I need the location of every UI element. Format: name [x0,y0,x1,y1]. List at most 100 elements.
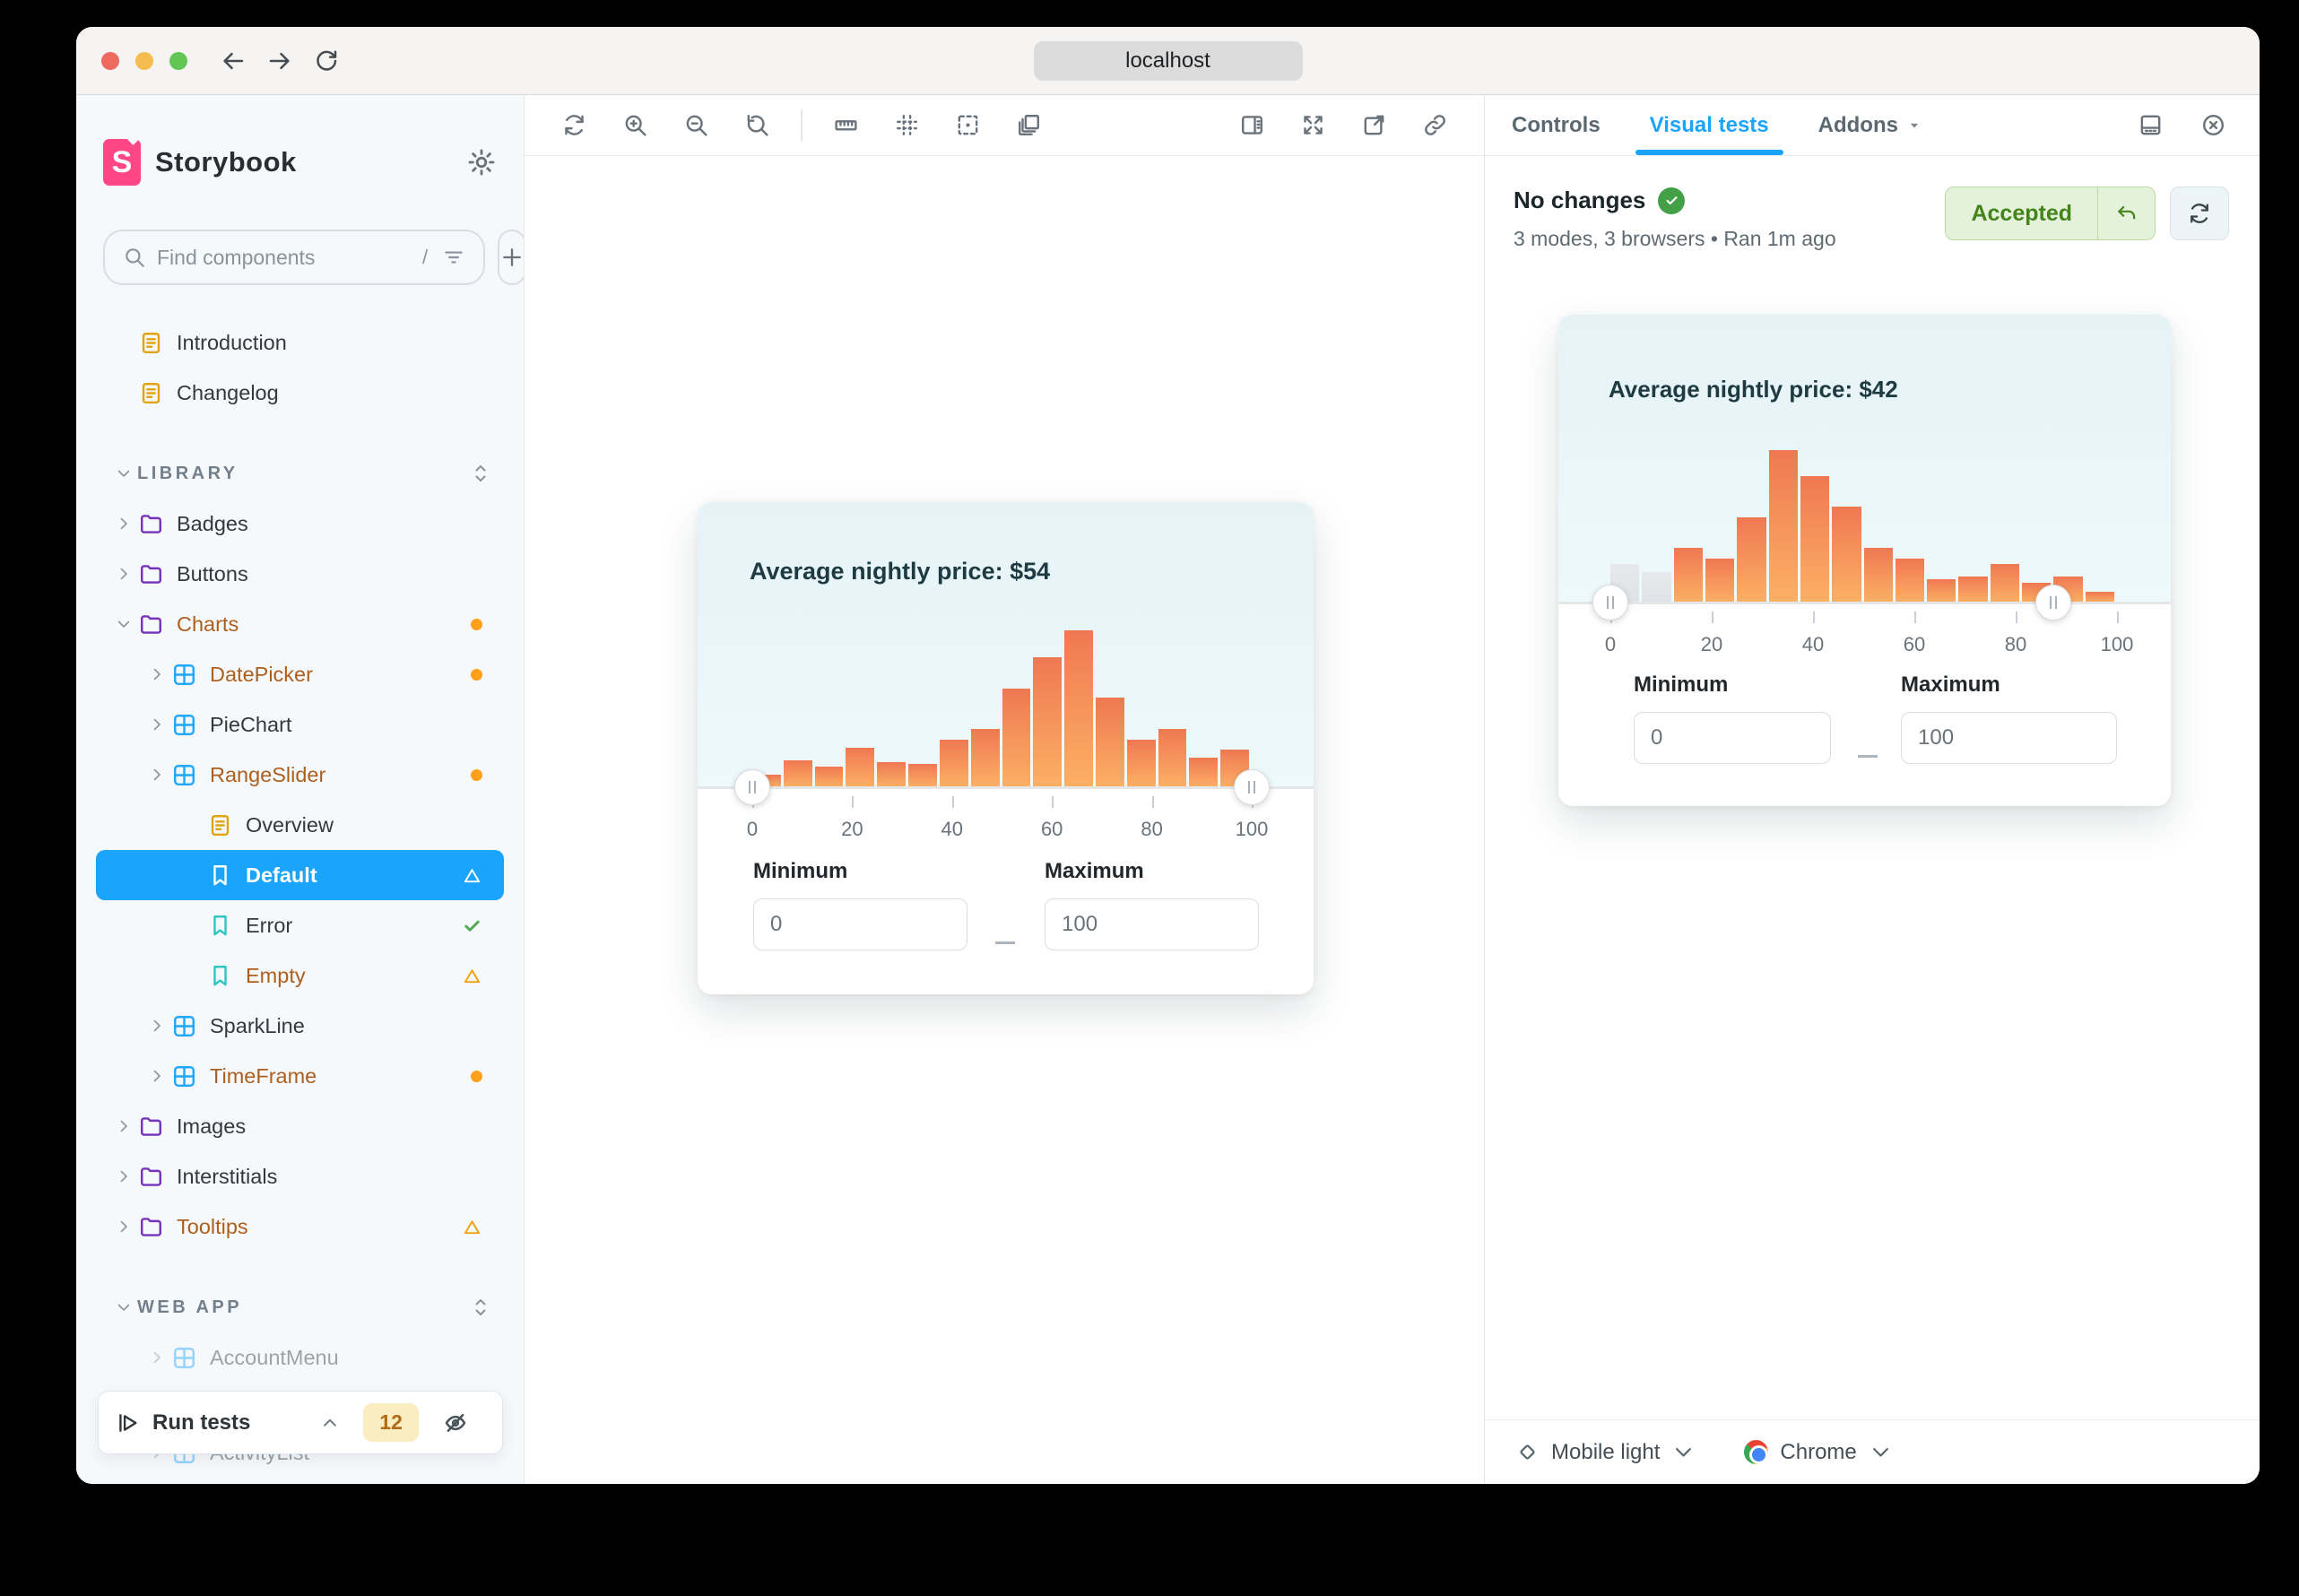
chart-area: Average nightly price: $54 [698,502,1314,787]
copies-icon[interactable] [1005,104,1054,147]
section-label: WEB APP [137,1297,243,1317]
axis-tick [1914,612,1916,623]
search-box[interactable]: / [103,230,486,285]
sidebar-item-rangeslider[interactable]: RangeSlider [96,750,504,800]
tab-controls[interactable]: Controls [1512,95,1601,155]
axis-tick-label: 40 [941,818,964,840]
sidebar-item-empty[interactable]: Empty [96,950,504,1001]
sidebar-item-error[interactable]: Error [96,900,504,950]
sidebar-item-tooltips[interactable]: Tooltips [96,1201,504,1252]
address-bar[interactable]: localhost [1033,40,1303,81]
fullscreen-icon[interactable] [1288,104,1337,147]
sidebar-item-default[interactable]: Default [96,850,504,900]
url-text: localhost [1125,48,1210,73]
histogram-bar [1064,630,1093,787]
sidebar-section-library[interactable]: LIBRARY [96,448,504,499]
axis-tick [1712,612,1713,623]
plus-icon [499,245,524,270]
rerun-tests-button[interactable] [2170,186,2229,240]
maximum-label: Maximum [1901,672,2000,697]
sidebar-item-datepicker[interactable]: DatePicker [96,649,504,699]
unaccept-button[interactable] [2097,187,2155,239]
item-label: AccountMenu [210,1345,339,1369]
sidebar-item-overview[interactable]: Overview [96,800,504,850]
sidebar-item-piechart[interactable]: PieChart [96,699,504,750]
sidebar-item-changelog[interactable]: Changelog [96,368,504,418]
warning-triangle-icon [462,966,482,986]
minimum-input[interactable] [1634,712,1831,764]
tab-visual-tests[interactable]: Visual tests [1635,95,1783,155]
close-panel-icon[interactable] [2193,104,2233,147]
min-slider-handle[interactable] [734,769,770,805]
mode-select[interactable]: Mobile light [1515,1440,1696,1465]
sidebar-item-introduction[interactable]: Introduction [96,317,504,368]
story-stage: Average nightly price: $54 Minimum Maxim… [525,156,1484,1484]
chevron-right-icon [110,1117,137,1135]
panel-toggle-icon[interactable] [1228,104,1276,147]
zoom-in-icon[interactable] [611,104,659,147]
chevron-down-icon [110,464,137,482]
create-story-button[interactable] [498,230,524,285]
component-icon [170,1063,197,1089]
open-new-tab-icon[interactable] [1349,104,1398,147]
histogram-bar [1126,740,1156,787]
forward-icon[interactable] [266,48,293,74]
item-label: Error [246,913,293,937]
close-window-button[interactable] [101,51,119,70]
expand-all-icon[interactable] [470,1297,504,1318]
histogram-bar [1033,657,1063,787]
remount-icon[interactable] [550,104,598,147]
max-slider-handle[interactable] [2035,585,2072,620]
chevron-up-icon[interactable] [320,1413,340,1433]
minimum-label: Minimum [753,859,848,883]
axis-tick-label: 60 [1903,633,1926,655]
run-tests-label: Run tests [152,1410,251,1435]
copy-link-icon[interactable] [1410,104,1459,147]
minimize-window-button[interactable] [135,51,153,70]
sidebar-item-timeframe[interactable]: TimeFrame [96,1051,504,1101]
sidebar-item-sparkline[interactable]: SparkLine [96,1001,504,1051]
watch-mode-icon[interactable] [442,1410,469,1436]
max-slider-handle[interactable] [1234,769,1270,805]
sidebar-item-charts[interactable]: Charts [96,599,504,649]
maximum-input[interactable] [1901,712,2117,764]
zoom-window-button[interactable] [169,51,187,70]
sidebar-item-accountmenu[interactable]: AccountMenu [96,1332,504,1383]
accepted-split-button: Accepted [1945,186,2156,240]
changed-dot-icon [471,1070,482,1082]
search-input[interactable] [157,245,422,270]
browser-select[interactable]: Chrome [1744,1440,1892,1465]
min-slider-handle[interactable] [1592,585,1628,620]
sidebar-item-badges[interactable]: Badges [96,499,504,549]
gear-icon[interactable] [466,147,497,178]
mode-label: Mobile light [1551,1439,1661,1464]
filter-icon[interactable] [442,246,465,269]
slider-track [698,786,1314,789]
sidebar-item-buttons[interactable]: Buttons [96,549,504,599]
sidebar-section-web-app[interactable]: WEB APP [96,1282,504,1332]
reload-icon[interactable] [313,48,340,74]
tab-addons[interactable]: Addons [1818,95,1923,155]
back-icon[interactable] [220,48,247,74]
zoom-reset-icon[interactable] [733,104,781,147]
histogram-bar [1642,572,1671,603]
accepted-button[interactable]: Accepted [1971,200,2072,226]
zoom-out-icon[interactable] [672,104,720,147]
component-icon [170,1345,197,1371]
maximum-input[interactable] [1045,898,1259,950]
status-subtitle: 3 modes, 3 browsers • Ran 1m ago [1514,227,1836,250]
warning-triangle-icon [462,865,482,886]
minimum-input[interactable] [753,898,967,950]
grid-icon[interactable] [883,104,932,147]
panel-position-icon[interactable] [2130,104,2170,147]
sidebar-item-interstitials[interactable]: Interstitials [96,1151,504,1201]
folder-icon [137,1164,164,1190]
sidebar-item-images[interactable]: Images [96,1101,504,1151]
outline-icon[interactable] [944,104,993,147]
measure-icon[interactable] [822,104,871,147]
item-label: Badges [177,511,248,535]
expand-all-icon[interactable] [470,463,504,484]
chart-title: Average nightly price: $54 [750,558,1051,585]
run-tests-bar[interactable]: Run tests 12 [98,1391,503,1454]
range-dash [1858,755,1878,758]
